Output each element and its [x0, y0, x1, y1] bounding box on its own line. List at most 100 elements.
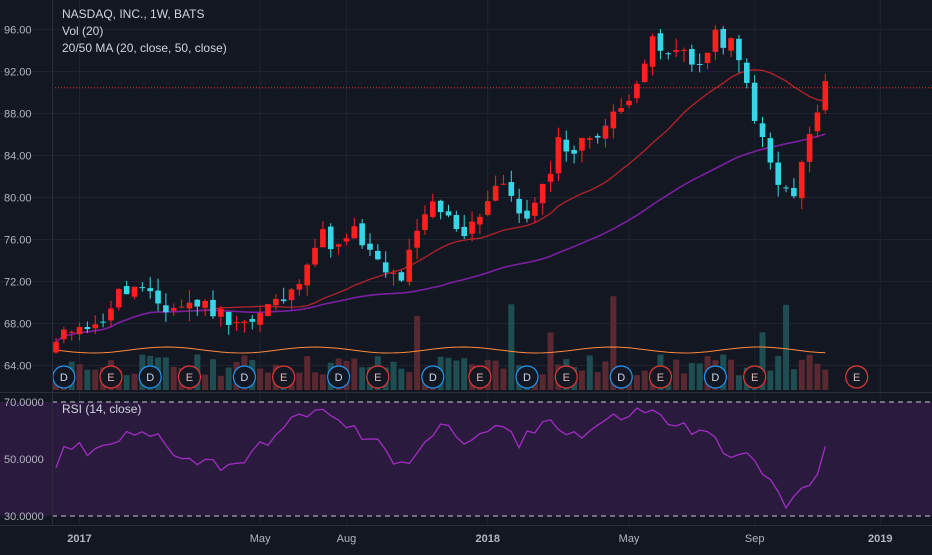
earnings-marker[interactable]: E	[845, 365, 869, 389]
dividend-marker-label[interactable]: D	[335, 372, 343, 384]
volume-bar	[602, 361, 609, 390]
earnings-marker-label[interactable]: E	[657, 372, 664, 384]
rsi-legend[interactable]: RSI (14, close)	[62, 402, 142, 416]
candle-body	[84, 326, 91, 330]
dividend-marker-circle[interactable]	[327, 365, 351, 389]
volume-bar	[759, 332, 766, 390]
earnings-marker-label[interactable]: E	[476, 372, 483, 384]
earnings-marker-label[interactable]: E	[280, 372, 287, 384]
dividend-marker-label[interactable]: D	[617, 372, 625, 384]
dividend-marker-circle[interactable]	[515, 365, 539, 389]
volume-bar	[92, 369, 99, 390]
candle-body	[649, 36, 656, 67]
earnings-marker-label[interactable]: E	[853, 372, 860, 384]
earnings-marker-circle[interactable]	[845, 365, 869, 389]
candle-body	[430, 201, 436, 217]
earnings-marker-label[interactable]: E	[751, 372, 758, 384]
earnings-marker[interactable]: E	[468, 365, 492, 389]
volume-bar	[696, 363, 703, 390]
dividend-marker[interactable]: D	[327, 365, 351, 389]
earnings-marker[interactable]: E	[177, 365, 202, 389]
earnings-marker-circle[interactable]	[468, 365, 492, 389]
earnings-marker-circle[interactable]	[648, 365, 673, 389]
candle-body	[673, 50, 679, 52]
price-tick-label: 96.00	[4, 25, 32, 37]
dividend-marker-label[interactable]: D	[60, 372, 68, 384]
earnings-marker-label[interactable]: E	[374, 372, 381, 384]
rsi-tick-label: 70.0000	[4, 397, 44, 409]
dividend-marker[interactable]: D	[515, 365, 539, 389]
earnings-marker-circle[interactable]	[272, 365, 296, 389]
candle-body	[398, 272, 405, 281]
candle-body	[744, 62, 750, 83]
earnings-marker-circle[interactable]	[177, 365, 202, 389]
dividend-marker-label[interactable]: D	[711, 372, 719, 384]
dividend-marker-label[interactable]: D	[146, 372, 154, 384]
candle-body	[775, 162, 781, 185]
rsi-line	[55, 407, 826, 510]
candle-body	[626, 100, 632, 106]
dividend-marker-circle[interactable]	[421, 365, 445, 389]
dividend-marker-circle[interactable]	[703, 365, 728, 389]
earnings-marker-label[interactable]: E	[186, 372, 193, 384]
symbol-title[interactable]: NASDAQ, INC., 1W, BATS	[62, 7, 205, 21]
candle-body	[563, 139, 570, 152]
dividend-marker-circle[interactable]	[138, 365, 162, 389]
price-tick-label: 84.00	[4, 151, 32, 163]
price-candles	[53, 25, 829, 354]
candle-body	[602, 125, 609, 139]
candle-body	[728, 38, 734, 51]
candle-body	[367, 243, 373, 250]
ma-legend[interactable]: 20/50 MA (20, close, 50, close)	[62, 41, 227, 55]
time-tick-label: May	[619, 533, 640, 545]
candle-body	[532, 202, 538, 216]
dividend-marker[interactable]: D	[703, 365, 728, 389]
rsi-tick-label: 30.0000	[4, 511, 44, 523]
price-tick-label: 80.00	[4, 193, 32, 205]
dividend-marker-circle[interactable]	[232, 365, 256, 389]
dividend-marker[interactable]: D	[421, 365, 445, 389]
earnings-marker[interactable]: E	[366, 365, 390, 389]
price-tick-label: 72.00	[4, 277, 32, 289]
candle-body	[327, 226, 334, 250]
volume-bar	[610, 296, 617, 390]
candle-body	[116, 289, 122, 308]
volume-bar	[688, 363, 695, 390]
dividend-marker-circle[interactable]	[609, 365, 633, 389]
dividend-marker[interactable]: D	[232, 365, 256, 389]
dividend-marker[interactable]: D	[609, 365, 633, 389]
dividend-marker-label[interactable]: D	[240, 372, 248, 384]
volume-bar	[359, 367, 366, 390]
earnings-marker-label[interactable]: E	[563, 372, 570, 384]
earnings-marker[interactable]: E	[272, 365, 296, 389]
earnings-marker[interactable]: E	[648, 365, 673, 389]
candle-body	[170, 308, 177, 311]
earnings-marker-circle[interactable]	[366, 365, 390, 389]
earnings-marker-circle[interactable]	[554, 365, 578, 389]
candle-body	[791, 188, 797, 197]
dividend-marker[interactable]: D	[138, 365, 162, 389]
earnings-marker[interactable]: E	[554, 365, 578, 389]
candle-body	[720, 28, 727, 48]
earnings-marker-label[interactable]: E	[107, 372, 114, 384]
volume-bar	[217, 375, 224, 390]
volume-legend[interactable]: Vol (20)	[62, 24, 104, 38]
dividend-marker[interactable]: D	[52, 365, 76, 389]
dividend-marker-label[interactable]: D	[429, 372, 437, 384]
earnings-marker-circle[interactable]	[99, 365, 123, 389]
earnings-marker-circle[interactable]	[743, 365, 767, 389]
candle-body	[108, 308, 114, 321]
volume-bar	[123, 375, 130, 390]
earnings-marker[interactable]: E	[99, 365, 123, 389]
volume-bar	[351, 358, 358, 390]
candle-body	[641, 63, 648, 82]
candle-body	[806, 134, 813, 162]
candle-body	[422, 214, 428, 230]
candle-body	[210, 299, 216, 317]
earnings-marker[interactable]: E	[743, 365, 767, 389]
moving-averages	[52, 69, 932, 343]
candle-body	[147, 288, 153, 292]
dividend-marker-label[interactable]: D	[523, 372, 531, 384]
